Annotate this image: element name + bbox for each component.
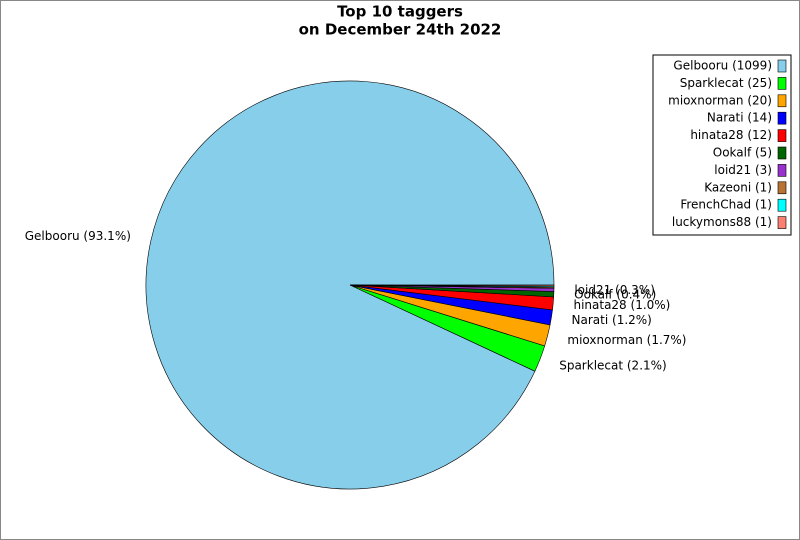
legend-swatch <box>777 129 787 142</box>
legend-label: mioxnorman (20) <box>668 93 772 107</box>
legend-label: loid21 (3) <box>714 163 772 177</box>
legend-label: luckymons88 (1) <box>672 215 772 229</box>
legend-swatch <box>777 59 787 73</box>
legend-swatch <box>777 94 787 108</box>
slice-label: Ookalf (0.4%) <box>574 288 656 302</box>
legend-swatch <box>777 198 787 212</box>
pie-slice <box>349 284 555 287</box>
legend-label: Kazeoni (1) <box>704 180 772 194</box>
slice-label: mioxnorman (1.7%) <box>567 333 686 347</box>
legend-label: Sparklecat (25) <box>680 76 772 90</box>
legend-swatch <box>777 77 787 90</box>
legend-swatch <box>777 146 787 160</box>
legend-swatch <box>777 164 787 177</box>
slice-label: Gelbooru (93.1%) <box>25 229 131 243</box>
slice-label: loid21 (0.3%) <box>574 283 655 297</box>
legend-label: Gelbooru (1099) <box>673 59 772 73</box>
slice-label: Narati (1.2%) <box>572 313 652 327</box>
legend-swatch <box>777 111 787 125</box>
legend-label: Narati (14) <box>707 111 772 125</box>
legend-label: FrenchChad (1) <box>680 198 772 212</box>
legend-box <box>652 54 792 236</box>
legend-swatch <box>777 181 787 195</box>
chart-subtitle: on December 24th 2022 <box>299 21 502 39</box>
legend-swatch <box>777 216 787 229</box>
legend-label: hinata28 (12) <box>690 128 772 142</box>
slice-label: hinata28 (1.0%) <box>573 298 670 312</box>
chart-title: Top 10 taggers <box>337 3 463 21</box>
legend-label: Ookalf (5) <box>713 146 772 160</box>
slice-label: Sparklecat (2.1%) <box>559 359 667 373</box>
